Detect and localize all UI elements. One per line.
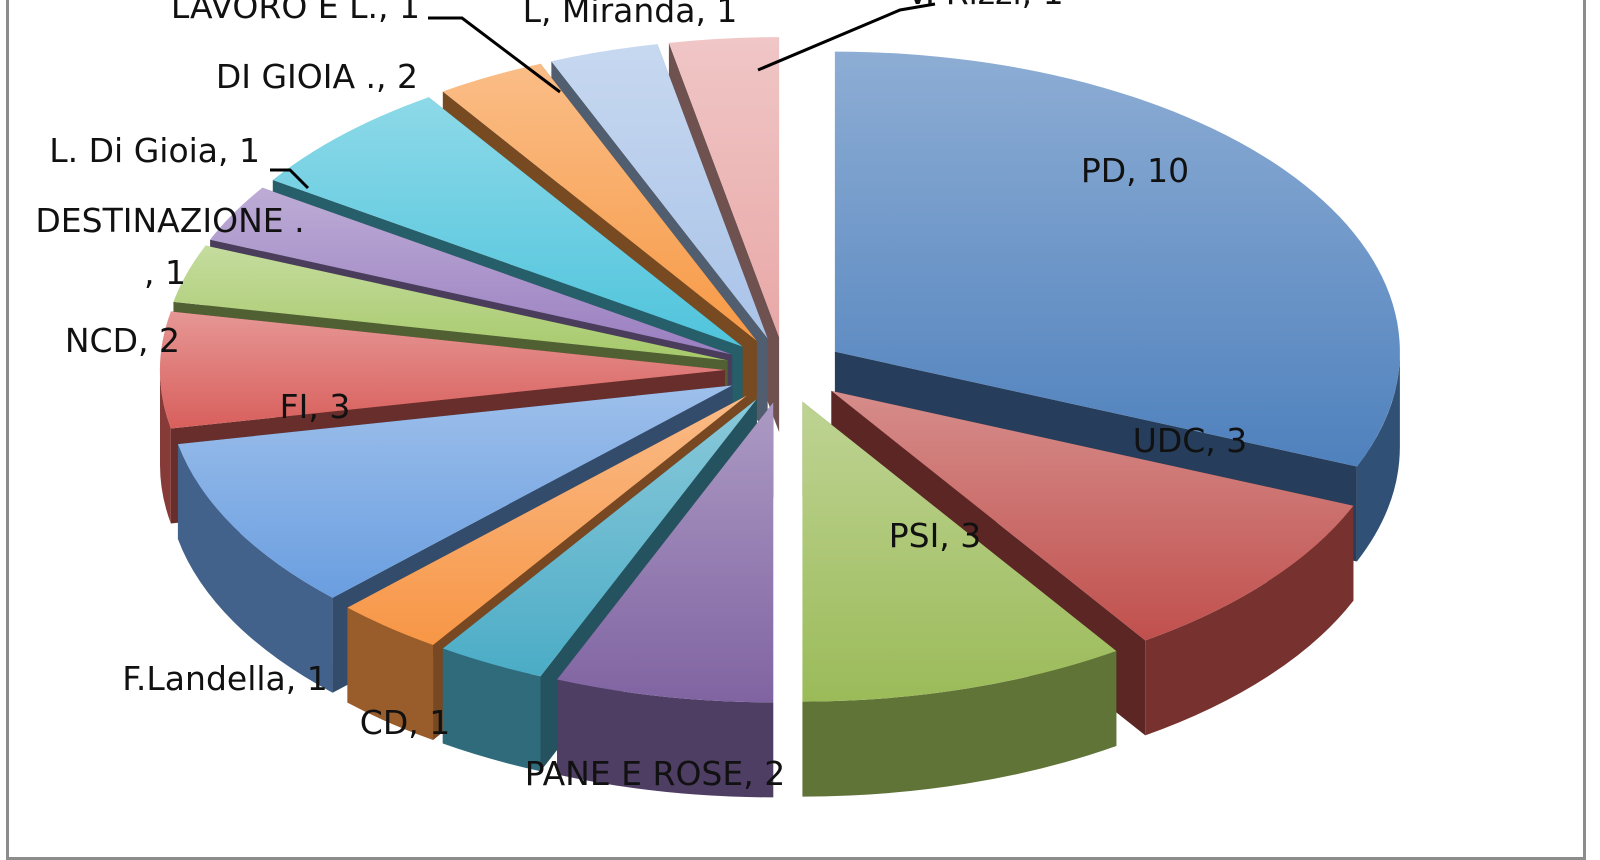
slice-v-rizzi — [668, 37, 780, 338]
slice-fi-side — [177, 444, 333, 693]
slice-di-gioia — [272, 97, 743, 347]
slice-pd-side — [1356, 351, 1400, 562]
data-label-line: DESTINAZIONE . — [35, 201, 304, 240]
slice-pane-e-rose — [557, 402, 774, 703]
slice-pd — [834, 51, 1400, 467]
pie-chart: PD, 10 UDC, 3 PSI, 3 PANE E ROSE, 2 CD, 1 F.L… — [35, 0, 1400, 798]
data-label-fi: FI, 3 — [280, 387, 351, 426]
leader-line-lavoro-e-l — [428, 16, 561, 94]
data-label-l-miranda: L, Miranda, 1 — [523, 0, 738, 30]
data-label-psi: PSI, 3 — [889, 516, 982, 555]
slice-lavoro-e-l — [442, 63, 757, 341]
slice-psi-side — [802, 651, 1117, 797]
data-label-di-gioia: DI GIOIA ., 2 — [216, 57, 418, 96]
data-labels: PD, 10 UDC, 3 PSI, 3 PANE E ROSE, 2 CD, 1 F.L… — [35, 0, 1247, 793]
data-label-destinazione: DESTINAZIONE . , 1 — [35, 201, 304, 292]
slice-cd-side — [442, 648, 541, 772]
slice-psi — [802, 401, 1117, 702]
slice-fi — [177, 385, 733, 598]
data-label-udc: UDC, 3 — [1133, 421, 1248, 460]
data-label-lavoro-e-l: LAVORO E L., 1 — [171, 0, 420, 26]
slice-ncd-side — [160, 370, 171, 524]
data-label-l-di-gioia: L. Di Gioia, 1 — [49, 131, 260, 170]
data-label-cd: CD, 1 — [360, 703, 450, 742]
slice-udc-side — [1145, 505, 1354, 736]
slice-udc — [831, 390, 1354, 641]
data-label-pane-e-rose: PANE E ROSE, 2 — [525, 754, 785, 793]
data-label-pd: PD, 10 — [1081, 151, 1189, 190]
slice-l-miranda — [551, 44, 768, 339]
leader-line-l-di-gioia — [270, 168, 310, 190]
pie-tops — [160, 37, 1400, 703]
slice-cd — [442, 399, 757, 677]
leader-lines — [270, 2, 936, 190]
slice-destinazione — [173, 245, 728, 361]
leader-line-v-rizzi — [757, 2, 936, 72]
slice-l-di-gioia — [210, 187, 733, 355]
slice-f-landella — [347, 395, 747, 645]
slice-pane-e-rose-side — [557, 679, 774, 798]
slice-ncd — [160, 311, 725, 429]
data-label-f-landella: F.Landella, 1 — [122, 659, 327, 698]
data-label-ncd: NCD, 2 — [65, 321, 180, 360]
data-label-v-rizzi: V. Rizzi, 1 — [906, 0, 1063, 12]
data-label-line: , 1 — [144, 253, 186, 292]
slice-f-landella-side — [347, 607, 434, 740]
